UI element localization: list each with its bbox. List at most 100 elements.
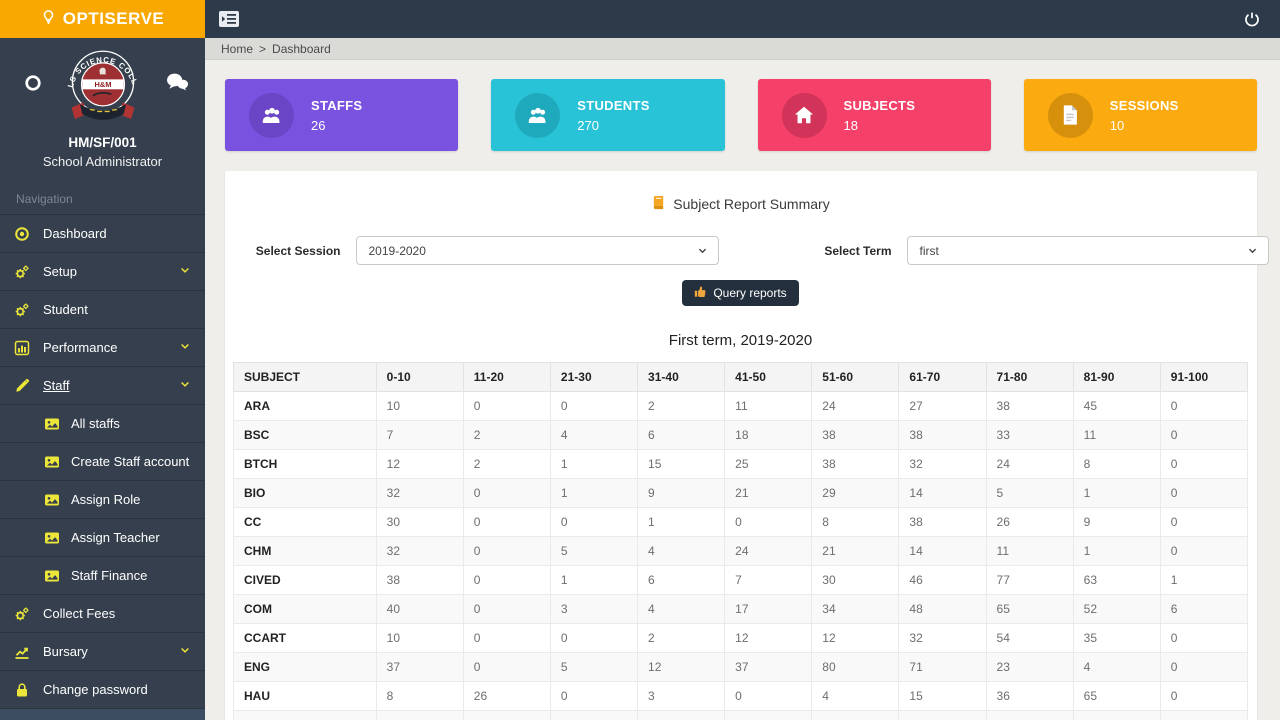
sidebar-item-label: Performance	[43, 340, 118, 355]
table-cell: 2	[462, 449, 551, 479]
column-header: 0-10	[375, 362, 464, 392]
session-select[interactable]: 2019-2020	[355, 236, 719, 265]
sidebar-item-change-password[interactable]: Change password	[0, 671, 205, 709]
table-cell: 14	[898, 536, 987, 566]
stat-cards-row: STAFFS 26 STUDENTS 270 SUBJECTS 18 SESSIONS 10	[225, 79, 1257, 151]
home-icon	[781, 92, 827, 138]
stat-text: SUBJECTS 18	[844, 98, 916, 133]
table-cell: 1	[549, 478, 639, 508]
sidebar-item-bursary[interactable]: Bursary	[0, 633, 205, 671]
table-cell: 0	[462, 594, 551, 624]
table-cell: 4	[549, 420, 639, 450]
sidebar-item-create-staff-account[interactable]: Create Staff account	[0, 443, 205, 481]
sidebar-item-dashboard[interactable]: Dashboard	[0, 215, 205, 253]
table-cell: 26	[985, 507, 1074, 537]
image-icon	[44, 416, 61, 432]
table-cell: 30	[811, 565, 900, 595]
table-cell: 11	[1072, 420, 1161, 450]
stat-value: 18	[843, 117, 858, 133]
session-select-value: 2019-2020	[368, 243, 426, 258]
table-cell: 38	[985, 391, 1074, 421]
chat-icon[interactable]	[165, 72, 189, 97]
table-cell: 34	[811, 594, 900, 624]
subject-report-table: SUBJECT 0-10 11-20 21-30 31-40 41-50 51-60 61-7…	[233, 362, 1249, 720]
table-cell: 0	[462, 391, 551, 421]
table-cell: 0	[549, 623, 639, 653]
table-cell: 0	[1159, 391, 1249, 421]
table-cell: 11	[985, 536, 1074, 566]
stat-card-staffs[interactable]: STAFFS 26	[225, 79, 459, 151]
sidebar-item-label: Create Staff account	[71, 454, 190, 469]
table-cell: 21	[724, 478, 813, 508]
sidebar-item-label: Setup	[43, 264, 77, 279]
term-label: Select Term	[824, 243, 892, 258]
sidebar-item-collect-fees[interactable]: Collect Fees	[0, 595, 205, 633]
table-cell: 37	[724, 652, 813, 682]
table-cell: 0	[1159, 507, 1249, 537]
table-cell: 0	[1159, 623, 1249, 653]
stat-card-students[interactable]: STUDENTS 270	[491, 79, 725, 151]
subject-cell: CIVED	[233, 565, 377, 595]
session-label: Select Session	[255, 243, 341, 258]
table-cell: 38	[898, 507, 987, 537]
table-row: ENG 37 0 5 12 37 80 71 23 4 0	[233, 652, 1249, 682]
table-cell: 54	[985, 623, 1074, 653]
table-cell: 11	[724, 391, 813, 421]
table-cell: 38	[811, 449, 900, 479]
stat-card-subjects[interactable]: SUBJECTS 18	[757, 79, 991, 151]
table-cell: 26	[462, 681, 551, 711]
table-cell: 38	[375, 565, 464, 595]
panel-title-row: Subject Report Summary	[233, 195, 1248, 213]
table-cell: 7	[724, 565, 813, 595]
query-reports-button[interactable]: Query reports	[682, 280, 799, 306]
table-cell: 0	[462, 507, 551, 537]
table-cell: 5	[549, 652, 639, 682]
table-cell: 6	[1159, 594, 1249, 624]
sidebar-item-label: Assign Role	[71, 492, 141, 507]
table-cell: 6	[637, 420, 726, 450]
subject-cell: HE	[233, 710, 377, 720]
sidebar-item-assign-teacher[interactable]: Assign Teacher	[0, 519, 205, 557]
table-cell: 3	[549, 594, 639, 624]
table-cell: 0	[549, 507, 639, 537]
thumbs-up-icon	[694, 285, 707, 301]
table-cell: 12	[637, 652, 726, 682]
table-cell: 13	[811, 710, 900, 720]
sidebar-item-staff-finance[interactable]: Staff Finance	[0, 557, 205, 595]
subject-cell: COM	[233, 594, 377, 624]
table-row: ARA 10 0 0 2 11 24 27 38 45 0	[233, 391, 1249, 421]
table-cell: 0	[1159, 478, 1249, 508]
table-cell: 1	[549, 449, 639, 479]
logo-center-text: H&M	[94, 80, 111, 89]
power-icon[interactable]	[1242, 9, 1262, 29]
panel-title: Subject Report Summary	[673, 196, 830, 212]
image-icon	[44, 568, 61, 584]
table-cell: 63	[1072, 565, 1161, 595]
stat-card-sessions[interactable]: SESSIONS 10	[1023, 79, 1257, 151]
term-select-value: first	[919, 243, 939, 258]
sidebar-item-staff[interactable]: Staff	[0, 367, 205, 405]
brand-header[interactable]: OPTISERVE	[0, 0, 205, 38]
stat-label: SESSIONS	[1109, 97, 1179, 113]
sidebar-item-performance[interactable]: Performance	[0, 329, 205, 367]
school-logo: GIRLS SCIENCE COLLEGE H&M	[58, 36, 138, 120]
sidebar-item-label: Dashboard	[43, 226, 107, 241]
table-cell: 11	[724, 710, 813, 720]
image-icon	[44, 454, 61, 470]
sidebar-item-all-staffs[interactable]: All staffs	[0, 405, 205, 443]
sidebar-item-assign-role[interactable]: Assign Role	[0, 481, 205, 519]
column-header: 31-40	[637, 362, 726, 392]
image-icon	[44, 492, 61, 508]
sidebar-item-student[interactable]: Student	[0, 291, 205, 329]
breadcrumb-home[interactable]: Home	[221, 41, 254, 56]
topbar	[205, 0, 1280, 38]
ring-icon[interactable]	[24, 74, 42, 97]
table-row: CHM 32 0 5 4 24 21 14 11 1 0	[233, 536, 1249, 566]
table-cell: 1	[1072, 478, 1161, 508]
table-cell: 32	[898, 449, 987, 479]
term-select[interactable]: first	[906, 236, 1269, 265]
sidebar-toggle-icon[interactable]	[215, 7, 243, 31]
line-chart-icon	[14, 644, 31, 660]
sidebar-item-setup[interactable]: Setup	[0, 253, 205, 291]
